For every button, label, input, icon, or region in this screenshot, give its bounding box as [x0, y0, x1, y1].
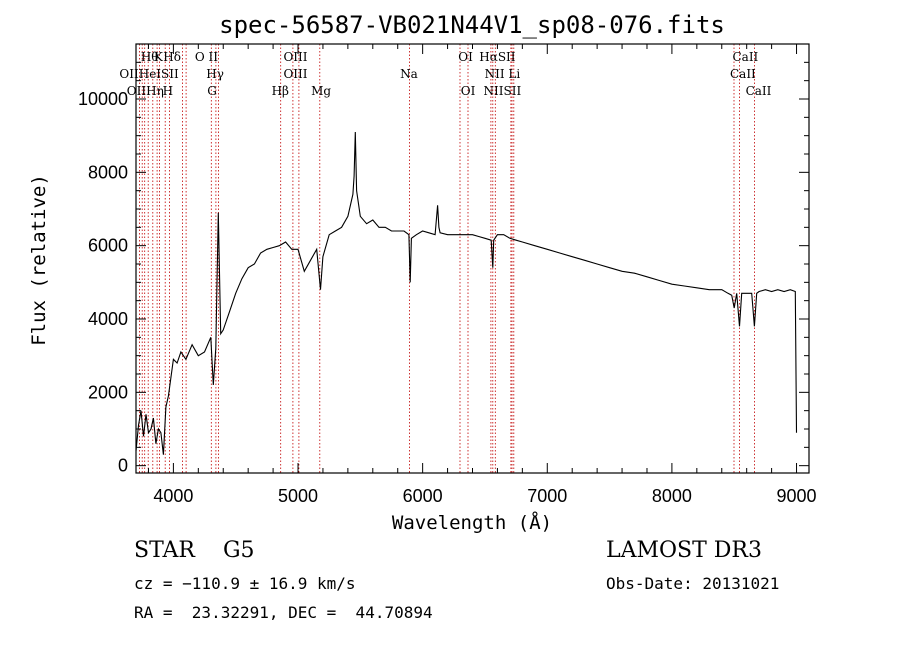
line-label-5: OI — [458, 50, 473, 64]
survey-text: LAMOST DR3 — [606, 538, 762, 563]
classification-text: STAR G5 — [134, 538, 255, 563]
line-label-17: Hβ — [272, 84, 289, 98]
x-axis-label: Wavelength (Å) — [392, 511, 552, 534]
y-tick-label-4: 8000 — [88, 162, 128, 182]
y-tick-label-3: 6000 — [88, 236, 128, 256]
line-label-11: Na — [400, 67, 418, 81]
y-tick-label-1: 2000 — [88, 382, 128, 402]
y-tick-label-0: 0 — [118, 456, 128, 476]
line-label-14: OIIHη — [127, 84, 164, 98]
emission-line-markers — [138, 44, 755, 473]
plot-frame — [135, 43, 810, 474]
line-label-9: Hγ — [206, 67, 224, 81]
line-label-1: K — [154, 50, 164, 64]
chart-title: spec-56587-VB021N44V1_sp08-076.fits — [219, 11, 725, 39]
y-axis-label: Flux (relative) — [28, 174, 50, 346]
x-tick-label-4: 8000 — [652, 486, 692, 506]
line-label-10: OIII — [283, 67, 307, 81]
line-label-6: HαSII — [479, 50, 516, 64]
coordinates-text: RA = 23.32291, DEC = 44.70894 — [134, 603, 433, 622]
line-label-3: O II — [195, 50, 218, 64]
redshift-text: cz = −110.9 ± 16.9 km/s — [134, 574, 356, 593]
x-tick-label-1: 5000 — [278, 486, 318, 506]
line-label-2: Hδ — [163, 50, 181, 64]
spectrum-series-line — [135, 131, 798, 455]
x-tick-label-2: 6000 — [403, 486, 443, 506]
line-label-16: G — [207, 84, 217, 98]
line-label-13: CaII — [730, 67, 756, 81]
y-axis-ticks: 0 2000 4000 6000 8000 10000 — [78, 61, 809, 476]
x-tick-label-3: 7000 — [527, 486, 567, 506]
line-label-15: H — [163, 84, 173, 98]
obs-date-text: Obs-Date: 20131021 — [606, 574, 780, 593]
y-tick-label-5: 10000 — [78, 89, 128, 109]
line-label-8: OIIHeISII — [119, 67, 179, 81]
x-tick-label-5: 9000 — [777, 486, 817, 506]
line-label-20: NIISII — [484, 84, 522, 98]
x-axis-ticks: 4000 5000 6000 7000 8000 9000 — [147, 44, 817, 506]
line-label-7: CaII — [732, 50, 758, 64]
y-tick-label-2: 4000 — [88, 309, 128, 329]
line-label-19: OI — [461, 84, 476, 98]
line-labels: HθK Hδ O II OIII OI HαSII CaII OIIHeISII Hγ OIII N… — [119, 50, 771, 98]
line-label-21: CaII — [746, 84, 772, 98]
line-label-18: Mg — [311, 84, 331, 98]
line-label-4: OIII — [283, 50, 307, 64]
x-tick-label-0: 4000 — [153, 486, 193, 506]
line-label-0: Hθ — [141, 50, 159, 64]
line-label-12: NII Li — [485, 67, 521, 81]
